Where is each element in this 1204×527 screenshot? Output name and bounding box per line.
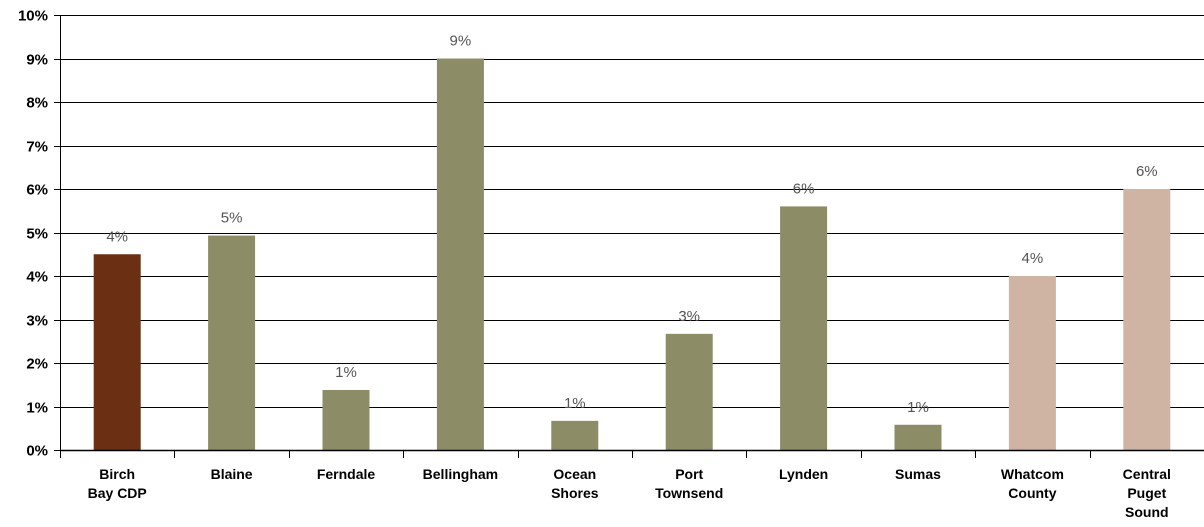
data-label: 4% bbox=[106, 228, 128, 245]
bar bbox=[436, 58, 484, 450]
y-tick-label: 8% bbox=[26, 95, 48, 112]
y-tick-label: 3% bbox=[26, 313, 48, 330]
data-label: 4% bbox=[1022, 250, 1044, 267]
y-tick-label: 0% bbox=[26, 443, 48, 460]
x-tick-label: Ocean Shores bbox=[551, 466, 599, 501]
data-label: 3% bbox=[678, 308, 700, 325]
data-labels: 4% 5% 1% 9% 1% 3% 6% 1% 4% 6% bbox=[106, 33, 1157, 416]
x-tick-label: Blaine bbox=[211, 466, 253, 482]
bar bbox=[1008, 276, 1056, 450]
bar bbox=[93, 254, 141, 450]
y-tick-label: 2% bbox=[26, 356, 48, 373]
x-tick-label: Central Puget Sound bbox=[1123, 466, 1171, 520]
bar bbox=[894, 424, 942, 450]
x-tick-label: Port Townsend bbox=[655, 466, 723, 501]
bar bbox=[665, 333, 713, 450]
bar bbox=[551, 420, 599, 450]
data-label: 1% bbox=[907, 399, 929, 416]
bar bbox=[780, 206, 828, 450]
x-tick-label: Whatcom County bbox=[1001, 466, 1064, 501]
bar bbox=[1123, 189, 1171, 450]
x-tick-label: Ferndale bbox=[317, 466, 376, 482]
bars bbox=[93, 58, 1171, 450]
bar bbox=[208, 235, 256, 450]
y-tick-label: 7% bbox=[26, 139, 48, 156]
data-label: 1% bbox=[564, 395, 586, 412]
y-tick-label: 6% bbox=[26, 182, 48, 199]
bar bbox=[322, 389, 370, 450]
x-tick-label: Bellingham bbox=[423, 466, 498, 482]
data-label: 9% bbox=[450, 33, 472, 50]
y-tick-label: 9% bbox=[26, 52, 48, 69]
axes bbox=[54, 15, 1204, 458]
y-tick-label: 1% bbox=[26, 400, 48, 417]
x-tick-label: Lynden bbox=[779, 466, 828, 482]
data-label: 1% bbox=[335, 364, 357, 381]
x-tick-label: Birch Bay CDP bbox=[88, 466, 147, 501]
y-tick-label: 4% bbox=[26, 269, 48, 286]
y-tick-labels: 0% 1% 2% 3% 4% 5% 6% 7% 8% 9% 10% bbox=[18, 8, 48, 460]
data-label: 5% bbox=[221, 210, 243, 227]
x-tick-label: Sumas bbox=[895, 466, 941, 482]
data-label: 6% bbox=[1136, 163, 1158, 180]
y-tick-label: 5% bbox=[26, 226, 48, 243]
y-tick-label: 10% bbox=[18, 8, 48, 25]
x-tick-labels: Birch Bay CDP Blaine Ferndale Bellingham Ocea… bbox=[88, 466, 1171, 520]
data-label: 6% bbox=[793, 180, 815, 197]
